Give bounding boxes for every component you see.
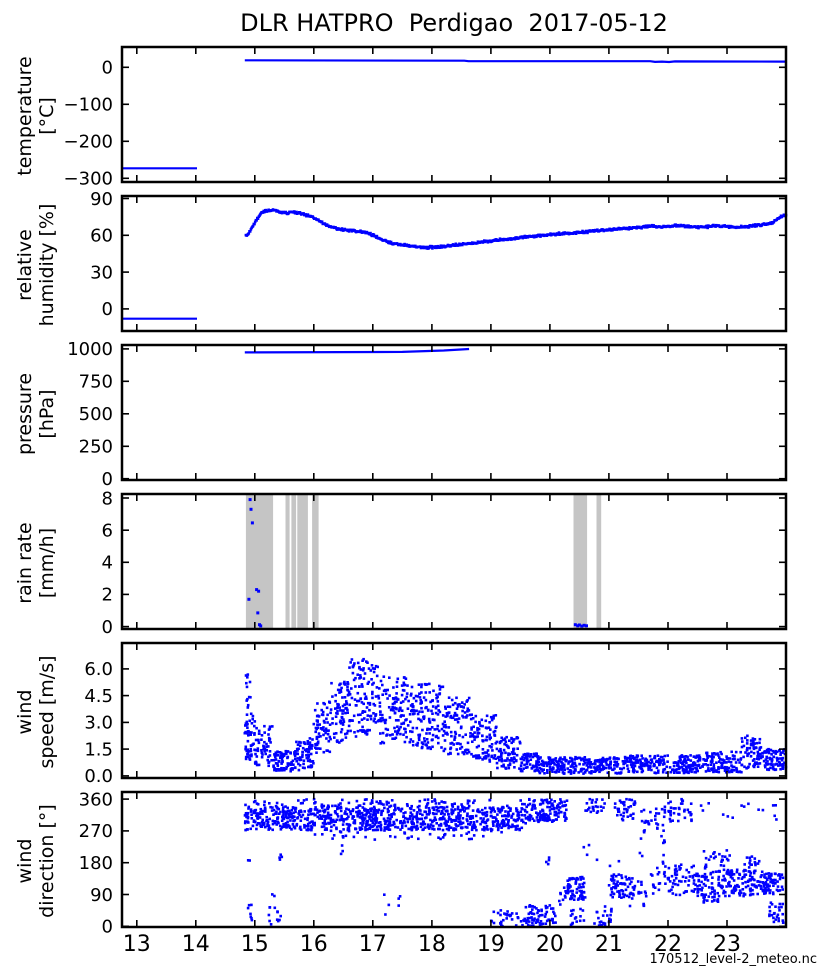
x-tick-label: 23	[713, 932, 741, 957]
y-tick-label: 250	[79, 437, 113, 458]
y-tick-label: 4	[102, 553, 113, 574]
x-tick-label: 21	[595, 932, 623, 957]
y-tick-label: 3.0	[84, 713, 113, 734]
y-tick-label: 6	[102, 521, 113, 542]
rain-period-band	[291, 494, 297, 629]
ylabel-wind-direction: wind direction [°]	[14, 804, 59, 918]
axes-frame	[120, 194, 788, 333]
axes-frame	[120, 492, 788, 631]
panel-relative-humidity: 90 60 30 0	[90, 189, 788, 333]
y-tick-label: 90	[90, 189, 113, 210]
filename-label: 170512_level-2_meteo.nc	[649, 952, 817, 967]
rain-period-band	[285, 494, 290, 629]
y-tick-label: −300	[64, 169, 113, 190]
y-tick-label: 6.0	[84, 659, 113, 680]
y-tick-label: 1000	[67, 339, 113, 360]
x-tick-label: 22	[654, 932, 682, 957]
y-tick-label: 360	[79, 789, 113, 810]
panel-wind-speed: 6.0 4.5 3.0 1.5 0.0	[84, 641, 788, 787]
tick-marks	[123, 197, 785, 330]
x-tick-labels: 13 14 15 16 17 18 19 20 21 22 23	[123, 932, 741, 957]
y-tick-label: 60	[90, 226, 113, 247]
rain-period-band	[573, 494, 588, 629]
panel-wind-direction: 360 270 180 90 0	[79, 789, 788, 938]
x-tick-label: 13	[123, 932, 151, 957]
x-tick-label: 20	[536, 932, 564, 957]
rain-period-band	[312, 494, 319, 629]
y-tick-label: 0	[102, 617, 113, 638]
axes-frame	[120, 790, 788, 929]
y-tick-label: 270	[79, 821, 113, 842]
panel-temperature: 0 −100 −200 −300	[64, 45, 788, 190]
y-tick-label: 0	[102, 469, 113, 490]
panel-rain-rate: 8 6 4 2 0	[102, 488, 788, 638]
tick-marks	[123, 793, 785, 928]
y-tick-label: −200	[64, 132, 113, 153]
y-tick-label: 0	[102, 917, 113, 938]
rain-period-band	[245, 494, 274, 629]
y-tick-label: 4.5	[84, 686, 113, 707]
tick-marks	[123, 495, 785, 628]
data-line	[244, 347, 470, 354]
tick-marks	[123, 644, 785, 777]
y-tick-label: 0	[102, 58, 113, 79]
x-tick-label: 15	[241, 932, 269, 957]
x-tick-label: 14	[182, 932, 210, 957]
y-tick-label: 750	[79, 372, 113, 393]
rain-period-band	[596, 494, 602, 629]
x-tick-label: 18	[418, 932, 446, 957]
y-tick-label: 30	[90, 262, 113, 283]
y-tick-label: 1.5	[84, 739, 113, 760]
tick-marks	[123, 48, 785, 181]
rain-period-band	[297, 494, 308, 629]
x-tick-label: 17	[359, 932, 387, 957]
x-tick-label: 19	[477, 932, 505, 957]
axes-frame	[120, 45, 788, 184]
axes-frame	[120, 641, 788, 780]
y-tick-label: 8	[102, 488, 113, 509]
y-tick-label: 90	[90, 885, 113, 906]
y-tick-label: 2	[102, 585, 113, 606]
axes-frame	[120, 343, 788, 482]
y-tick-label: 0.0	[84, 766, 113, 787]
y-tick-label: 180	[79, 853, 113, 874]
y-tick-label: 500	[79, 404, 113, 425]
panel-pressure: 1000 750 500 250 0	[67, 339, 788, 490]
tick-marks	[123, 346, 785, 480]
x-tick-label: 16	[300, 932, 328, 957]
y-tick-label: −100	[64, 95, 113, 116]
data-line	[244, 59, 787, 64]
figure-title: DLR HATPRO Perdigao 2017-05-12	[240, 9, 668, 37]
y-tick-label: 0	[102, 299, 113, 320]
